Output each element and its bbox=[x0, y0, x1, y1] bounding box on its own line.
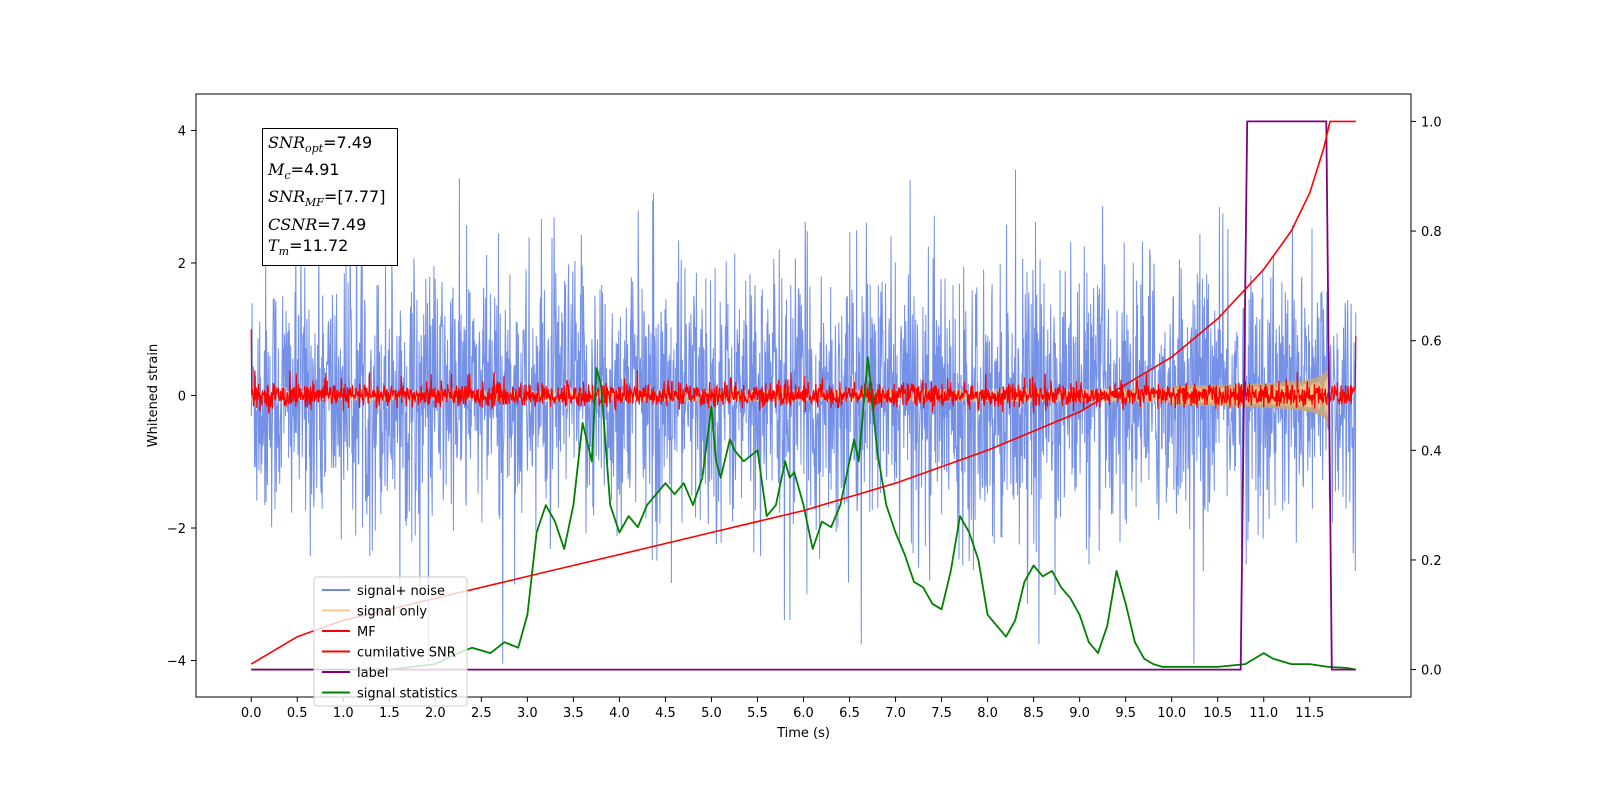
x-tick-label: 10.0 bbox=[1157, 706, 1186, 721]
series-mf bbox=[250, 329, 1357, 414]
y-right-tick-label: 0.0 bbox=[1421, 664, 1442, 679]
x-tick-label: 5.0 bbox=[701, 706, 722, 721]
y-axis-right: 1.0 0.8 0.6 0.4 0.2 0.0 bbox=[1411, 115, 1442, 679]
x-tick-label: 2.0 bbox=[425, 706, 446, 721]
x-axis-label: Time (s) bbox=[776, 726, 830, 741]
x-tick-label: 7.0 bbox=[885, 706, 906, 721]
y-left-tick-label: −2 bbox=[167, 522, 186, 537]
x-tick-label: 4.5 bbox=[655, 706, 676, 721]
y-right-tick-label: 0.4 bbox=[1421, 444, 1442, 459]
chirp-mass-line: Mc=4.91 bbox=[268, 160, 340, 183]
x-tick-label: 9.0 bbox=[1069, 706, 1090, 721]
y-right-tick-label: 0.2 bbox=[1421, 554, 1442, 569]
y-right-tick-label: 0.8 bbox=[1421, 225, 1442, 240]
series-signal-statistics bbox=[251, 356, 1356, 671]
x-axis: 0.0 0.5 1.0 1.5 2.0 2.5 3.0 3.5 4.0 4.5 5.0 5.5 6.0 6… bbox=[241, 697, 1324, 721]
x-tick-label: 4.0 bbox=[609, 706, 630, 721]
x-tick-label: 8.5 bbox=[1023, 706, 1044, 721]
x-tick-label: 11.5 bbox=[1295, 706, 1324, 721]
snr-mf-line: SNRMF=[7.77] bbox=[268, 187, 386, 210]
x-tick-label: 10.5 bbox=[1203, 706, 1232, 721]
legend: signal+ noise signal only MF cumilative SNR… bbox=[313, 576, 468, 707]
x-tick-label: 1.0 bbox=[333, 706, 354, 721]
y-axis-left: 4 2 0 −2 −4 bbox=[167, 124, 196, 670]
legend-label: label bbox=[357, 666, 388, 681]
x-tick-label: 5.5 bbox=[747, 706, 768, 721]
x-tick-label: 0.0 bbox=[241, 706, 262, 721]
y-right-tick-label: 1.0 bbox=[1421, 115, 1442, 130]
y-left-tick-label: −4 bbox=[167, 655, 186, 670]
legend-label: signal statistics bbox=[357, 687, 458, 702]
snr-info-box: SNRopt=7.49 Mc=4.91 SNRMF=[7.77] CSNR=7.… bbox=[262, 128, 398, 266]
merger-time-line: Tm=11.72 bbox=[268, 235, 349, 258]
x-tick-label: 0.5 bbox=[287, 706, 308, 721]
x-tick-label: 8.0 bbox=[977, 706, 998, 721]
snr-opt-line: SNRopt=7.49 bbox=[268, 133, 373, 156]
legend-label: cumilative SNR bbox=[357, 646, 456, 661]
legend-label: MF bbox=[357, 625, 376, 640]
y-axis-label: Whitened strain bbox=[146, 344, 161, 447]
x-tick-label: 3.0 bbox=[517, 706, 538, 721]
series-signal-noise bbox=[250, 143, 1357, 664]
x-tick-label: 6.5 bbox=[839, 706, 860, 721]
x-tick-label: 9.5 bbox=[1115, 706, 1136, 721]
x-tick-label: 6.0 bbox=[793, 706, 814, 721]
x-tick-label: 7.5 bbox=[931, 706, 952, 721]
x-tick-label: 1.5 bbox=[379, 706, 400, 721]
csnr-line: CSNR=7.49 bbox=[268, 214, 367, 234]
y-left-tick-label: 4 bbox=[178, 124, 186, 139]
x-tick-label: 3.5 bbox=[563, 706, 584, 721]
legend-label: signal only bbox=[357, 605, 427, 620]
legend-box bbox=[313, 576, 468, 707]
legend-label: signal+ noise bbox=[357, 584, 445, 599]
y-right-tick-label: 0.6 bbox=[1421, 335, 1442, 350]
y-left-tick-label: 2 bbox=[178, 257, 186, 272]
x-tick-label: 11.0 bbox=[1249, 706, 1278, 721]
y-left-tick-label: 0 bbox=[178, 390, 186, 405]
series-label bbox=[251, 120, 1356, 671]
x-tick-label: 2.5 bbox=[471, 706, 492, 721]
series-layer bbox=[250, 120, 1357, 671]
